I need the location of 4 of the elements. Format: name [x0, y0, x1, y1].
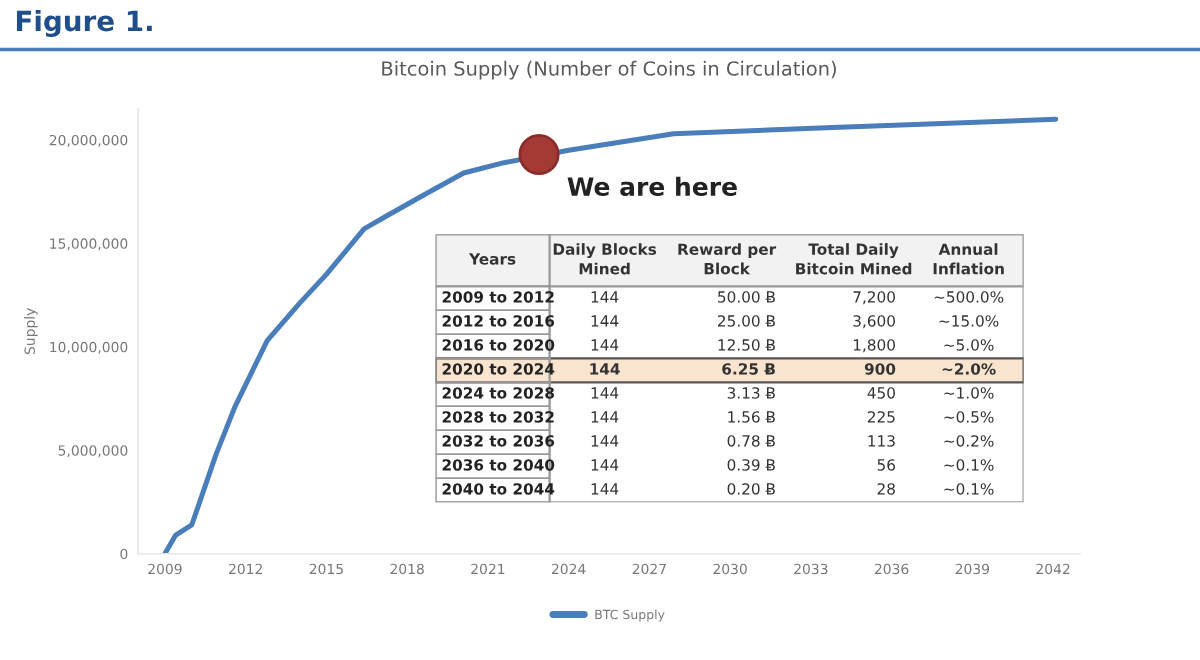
caption: Figure 1. [16, 9, 152, 37]
line-series [162, 116, 1059, 554]
annotation: We are here [567, 176, 737, 196]
chart-title: Bitcoin Supply (Number of Coins in Circulation) [382, 60, 836, 80]
